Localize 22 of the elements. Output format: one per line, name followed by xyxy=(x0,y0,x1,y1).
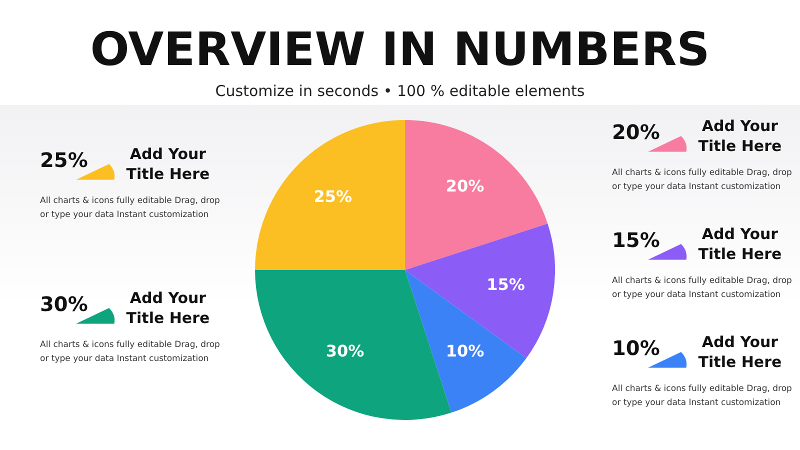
data-label: 30% xyxy=(326,342,364,361)
text: All charts & icons fully editable Drag, drop or type your data Instant customization xyxy=(40,195,220,222)
text: 30% xyxy=(40,292,88,316)
text: All charts & icons fully editable Drag, drop or type your data Instant customization xyxy=(612,167,792,194)
data-label: 15% xyxy=(486,275,525,294)
chart-title: OVERVIEW IN NUMBERS xyxy=(89,22,711,76)
text: 15% xyxy=(612,228,660,252)
legend-label: Add Your Title Here xyxy=(697,224,783,264)
chart-subtitle: Customize in seconds • 100 % editable elements xyxy=(214,82,586,100)
text: 25% xyxy=(40,148,88,172)
data-label: 20% xyxy=(446,176,484,196)
text: All charts & icons fully editable Drag, drop or type your data Instant customization xyxy=(612,275,792,302)
legend-label: Add Your Title Here xyxy=(697,332,783,372)
text: All charts & icons fully editable Drag, drop or type your data Instant customization xyxy=(612,383,792,410)
text: 20% xyxy=(612,120,660,144)
text: 10% xyxy=(612,336,660,360)
text: All charts & icons fully editable Drag, drop or type your data Instant customization xyxy=(40,339,220,366)
data-label: 10% xyxy=(446,342,484,361)
legend-label: Add Your Title Here xyxy=(125,288,211,328)
legend-label: Add Your Title Here xyxy=(125,144,211,184)
legend-label: Add Your Title Here xyxy=(697,116,783,156)
data-label: 25% xyxy=(314,187,352,206)
